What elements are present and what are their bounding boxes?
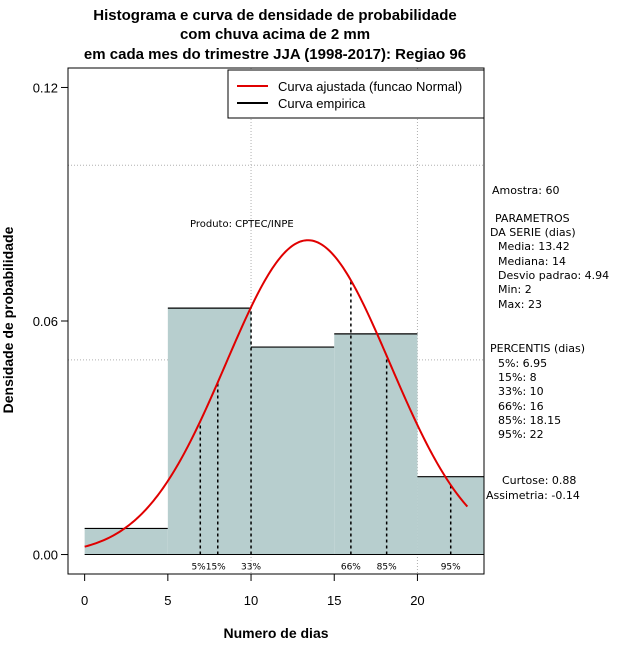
histogram-bars (84, 307, 484, 556)
percentile-label: 66% (341, 563, 361, 573)
axis-layer: 0 5 10 15 20 0.00 0.06 0.12 (33, 80, 425, 608)
stat-desvio: Desvio padrao: 4.94 (498, 269, 609, 282)
histogram-bar (251, 347, 335, 555)
stat-parametros-subtitle: DA SERIE (dias) (490, 226, 576, 239)
chart-title-line-3: em cada mes do trimestre JJA (1998-2017)… (84, 46, 466, 63)
percentile-label: 5%15% (191, 563, 226, 573)
legend: Curva ajustada (funcao Normal) Curva emp… (227, 69, 485, 119)
chart-title-line-1: Histograma e curva de densidade de proba… (93, 7, 456, 24)
stat-p33: 33%: 10 (498, 385, 544, 398)
y-tick-label: 0.06 (33, 314, 58, 329)
y-tick-label: 0.12 (33, 80, 58, 95)
stat-percentis-title: PERCENTIS (dias) (490, 342, 585, 355)
histogram-bar (167, 308, 252, 555)
x-tick-label: 10 (244, 593, 258, 608)
legend-box (227, 69, 485, 119)
legend-label-empirical: Curva empirica (278, 96, 366, 111)
legend-label-normal: Curva ajustada (funcao Normal) (278, 79, 462, 94)
percentile-label: 85% (377, 563, 397, 573)
stat-p15: 15%: 8 (498, 371, 537, 384)
histogram-bar (84, 528, 168, 555)
stat-curtose: Curtose: 0.88 (502, 474, 576, 487)
normal-curve-layer (84, 239, 469, 548)
y-axis-label: Densidade de probabilidade (0, 226, 16, 413)
histogram-bar (334, 333, 418, 555)
stats-panel: Amostra: 60 PARAMETROS DA SERIE (dias) M… (486, 184, 609, 502)
normal-curve (84, 239, 469, 548)
stat-assimetria: Assimetria: -0.14 (486, 489, 580, 502)
x-tick-label: 20 (410, 593, 424, 608)
stat-min: Min: 2 (498, 283, 532, 296)
y-tick-label: 0.00 (33, 548, 58, 563)
stat-p85: 85%: 18.15 (498, 414, 561, 427)
stat-p66: 66%: 16 (498, 400, 544, 413)
stat-amostra: Amostra: 60 (492, 184, 559, 197)
x-axis-label: Numero de dias (223, 625, 328, 641)
stat-p95: 95%: 22 (498, 428, 544, 441)
x-tick-label: 5 (164, 593, 171, 608)
stat-mediana: Mediana: 14 (498, 255, 566, 268)
x-tick-label: 15 (327, 593, 341, 608)
stat-p5: 5%: 6.95 (498, 357, 547, 370)
x-tick-label: 0 (81, 593, 88, 608)
product-annotation: Produto: CPTEC/INPE (190, 219, 294, 230)
percentile-lines: 5%15% 33% 66% 85% 95% (191, 280, 461, 573)
percentile-label: 33% (241, 563, 261, 573)
percentile-label: 95% (441, 563, 461, 573)
chart-title-line-2: com chuva acima de 2 mm (180, 26, 370, 43)
stat-media: Media: 13.42 (498, 240, 570, 253)
stat-parametros-title: PARAMETROS (495, 212, 570, 225)
stat-max: Max: 23 (498, 298, 542, 311)
